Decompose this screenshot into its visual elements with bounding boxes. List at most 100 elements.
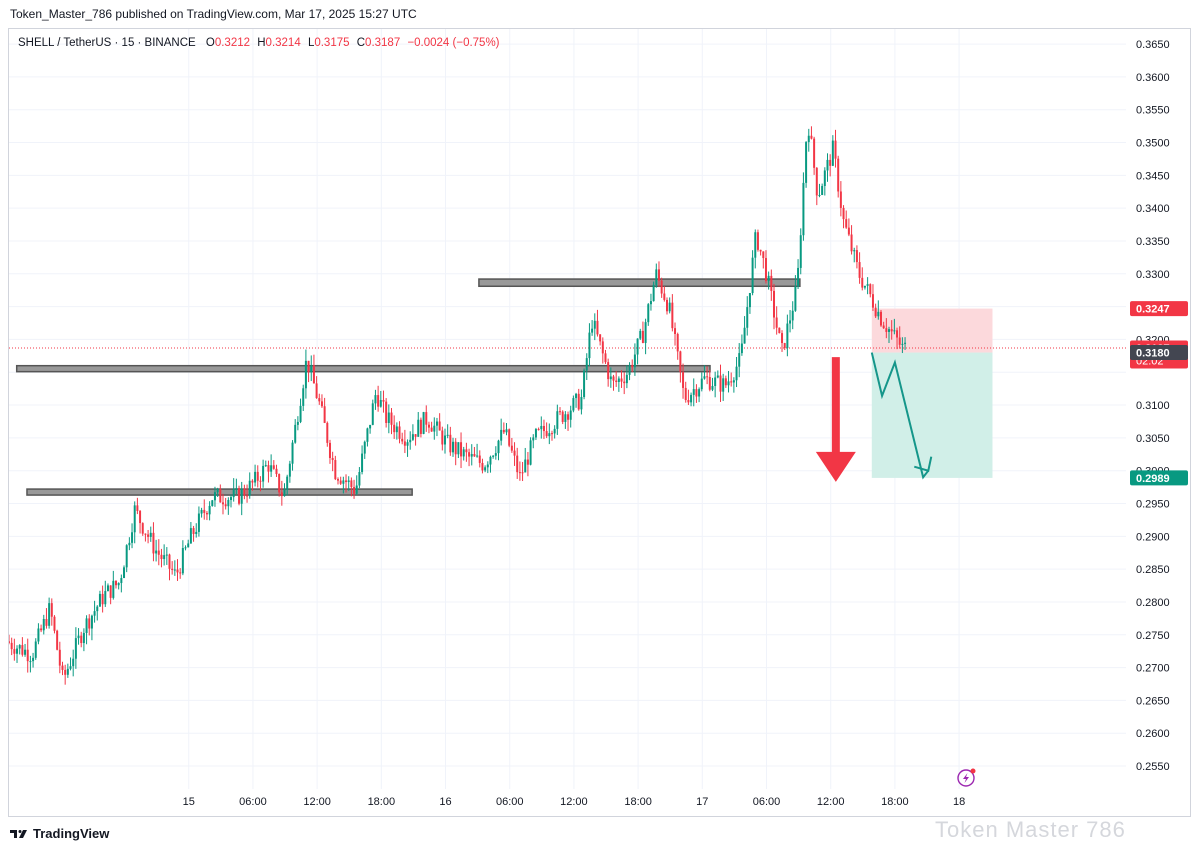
candle-body bbox=[639, 330, 642, 339]
candle-body bbox=[497, 440, 500, 454]
candle-body bbox=[96, 606, 99, 612]
candle-body bbox=[147, 534, 150, 537]
candle-body bbox=[200, 509, 203, 514]
symbol-name[interactable]: SHELL / TetherUS · 15 · BINANCE bbox=[18, 37, 196, 49]
candle-body bbox=[286, 476, 289, 490]
candle-body bbox=[478, 455, 481, 463]
candle-body bbox=[93, 611, 96, 616]
candle-body bbox=[457, 442, 460, 455]
candle-body bbox=[524, 459, 527, 473]
chart-canvas[interactable]: 0.3650 0.3600 0.3550 0.3500 0.3450 0.3400 0.33… bbox=[9, 29, 1190, 816]
candle-body bbox=[577, 393, 580, 410]
price-label-bg-target bbox=[1130, 470, 1188, 486]
candle-body bbox=[585, 358, 588, 371]
candle-body bbox=[125, 545, 128, 568]
high-value: 0.3214 bbox=[266, 37, 302, 49]
candle-body bbox=[302, 388, 305, 406]
price-label-bg-stop bbox=[1130, 301, 1188, 317]
candle-body bbox=[331, 457, 334, 461]
lightning-icon[interactable] bbox=[957, 768, 976, 787]
candle-body bbox=[160, 554, 163, 560]
time-tick-label: 16 bbox=[439, 796, 451, 808]
candle-body bbox=[251, 480, 254, 483]
sr-zone bbox=[478, 278, 801, 288]
candle-body bbox=[438, 421, 441, 431]
close-value: 0.3187 bbox=[365, 37, 400, 49]
candle-body bbox=[283, 489, 286, 497]
candle-body bbox=[542, 425, 545, 432]
candle-body bbox=[877, 311, 880, 317]
candle-body bbox=[48, 603, 51, 626]
candle-body bbox=[114, 580, 117, 586]
candle-body bbox=[599, 334, 602, 342]
candle-body bbox=[369, 424, 372, 429]
candle-body bbox=[730, 381, 733, 383]
candle-body bbox=[203, 509, 206, 513]
candle-body bbox=[687, 400, 690, 403]
candle-body bbox=[500, 429, 503, 441]
candle-body bbox=[869, 284, 872, 295]
time-axis: 15 06:00 12:00 18:00 16 06:00 12:00 18:00 17 06:0… bbox=[183, 796, 966, 808]
candle-body bbox=[762, 251, 765, 259]
candle-body bbox=[778, 327, 781, 334]
candle-body bbox=[435, 421, 438, 426]
price-tick-label: 0.3050 bbox=[1136, 433, 1170, 445]
candle-body bbox=[256, 471, 259, 481]
candle-body bbox=[323, 406, 326, 423]
candle-body bbox=[136, 505, 139, 511]
candle-body bbox=[24, 649, 27, 655]
candle-body bbox=[393, 424, 396, 433]
candle-body bbox=[893, 330, 896, 332]
candle-body bbox=[390, 412, 393, 425]
price-tick-label: 0.2600 bbox=[1136, 728, 1170, 740]
change-value: −0.0024 (−0.75%) bbox=[407, 37, 499, 49]
candle-body bbox=[631, 365, 634, 368]
candle-body bbox=[676, 334, 679, 352]
projection-line bbox=[870, 352, 930, 480]
candle-body bbox=[422, 412, 425, 434]
candle-body bbox=[213, 492, 216, 501]
candle-body bbox=[350, 480, 353, 488]
candle-body bbox=[50, 603, 53, 617]
candle-body bbox=[465, 449, 468, 453]
candle-body bbox=[871, 294, 874, 308]
candle-body bbox=[879, 311, 882, 326]
candle-body bbox=[882, 325, 885, 329]
candle-body bbox=[564, 414, 567, 422]
candle-body bbox=[679, 351, 682, 373]
candle-body bbox=[652, 284, 655, 302]
candle-body bbox=[569, 410, 572, 420]
candle-body bbox=[216, 489, 219, 493]
chart-frame[interactable]: 0.3650 0.3600 0.3550 0.3500 0.3450 0.3400 0.33… bbox=[8, 28, 1191, 817]
time-tick-label: 12:00 bbox=[817, 796, 845, 808]
candle-body bbox=[751, 257, 754, 294]
candle-body bbox=[700, 378, 703, 390]
candle-body bbox=[232, 489, 235, 498]
candle-body bbox=[195, 531, 198, 534]
candle-body bbox=[181, 547, 184, 574]
candle-body bbox=[513, 450, 516, 456]
candle-body bbox=[692, 389, 695, 395]
candle-body bbox=[711, 386, 714, 390]
candle-body bbox=[371, 403, 374, 425]
candle-body bbox=[540, 425, 543, 430]
open-value: 0.3212 bbox=[215, 37, 250, 49]
candle-body bbox=[187, 543, 190, 548]
candle-body bbox=[452, 441, 455, 453]
candle-body bbox=[863, 285, 866, 288]
candle-body bbox=[609, 376, 612, 380]
candle-body bbox=[315, 383, 318, 399]
candle-body bbox=[403, 441, 406, 446]
price-tick-label: 0.2700 bbox=[1136, 663, 1170, 675]
candle-body bbox=[462, 449, 465, 457]
symbol-legend: SHELL / TetherUS · 15 · BINANCE O0.3212 … bbox=[18, 37, 500, 49]
candle-body bbox=[219, 489, 222, 503]
candle-body bbox=[727, 381, 730, 386]
candle-body bbox=[395, 426, 398, 433]
tradingview-brand[interactable]: TradingView bbox=[10, 826, 109, 841]
candle-body bbox=[246, 495, 249, 497]
price-tick-label: 0.3400 bbox=[1136, 203, 1170, 215]
candle-body bbox=[66, 668, 69, 675]
candle-body bbox=[288, 463, 291, 477]
candle-body bbox=[526, 459, 529, 465]
